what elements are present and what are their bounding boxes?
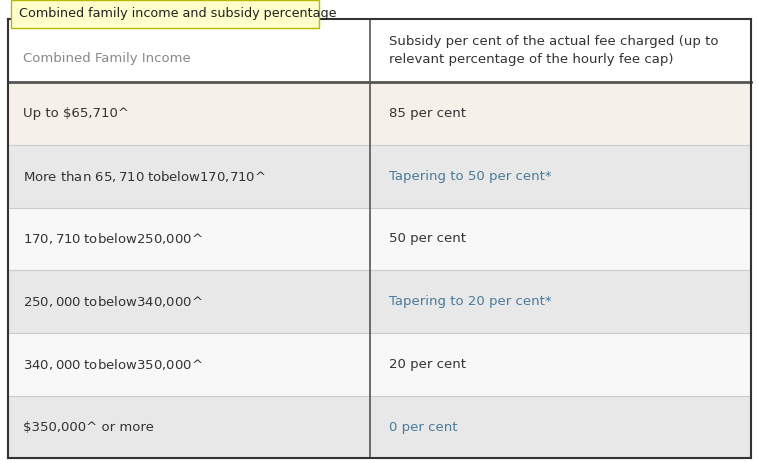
Bar <box>8 208 751 270</box>
Text: 0 per cent: 0 per cent <box>389 420 457 433</box>
Text: $170,710^ to below $250,000^: $170,710^ to below $250,000^ <box>23 232 203 246</box>
Text: 85 per cent: 85 per cent <box>389 107 465 120</box>
Text: Tapering to 50 per cent*: Tapering to 50 per cent* <box>389 170 551 183</box>
Text: More than $65,710^ to below $170,710^: More than $65,710^ to below $170,710^ <box>23 169 266 184</box>
Text: $250,000^ to below $340,000^: $250,000^ to below $340,000^ <box>23 294 203 309</box>
Text: Combined family income and subsidy percentage: Combined family income and subsidy perce… <box>19 7 336 20</box>
Text: $350,000^ or more: $350,000^ or more <box>23 420 153 433</box>
Bar <box>8 19 751 82</box>
FancyBboxPatch shape <box>11 0 319 28</box>
Text: Combined Family Income: Combined Family Income <box>23 51 191 64</box>
Text: Up to $65,710^: Up to $65,710^ <box>23 107 129 120</box>
Text: 20 per cent: 20 per cent <box>389 358 465 371</box>
Bar <box>8 82 751 145</box>
Text: 50 per cent: 50 per cent <box>389 232 465 245</box>
Text: $340,000^ to below $350,000^: $340,000^ to below $350,000^ <box>23 357 203 372</box>
Bar <box>8 333 751 396</box>
Text: Tapering to 20 per cent*: Tapering to 20 per cent* <box>389 295 551 308</box>
Bar <box>8 270 751 333</box>
Bar <box>8 396 751 458</box>
Bar <box>8 145 751 208</box>
Text: Subsidy per cent of the actual fee charged (up to
relevant percentage of the hou: Subsidy per cent of the actual fee charg… <box>389 35 718 66</box>
